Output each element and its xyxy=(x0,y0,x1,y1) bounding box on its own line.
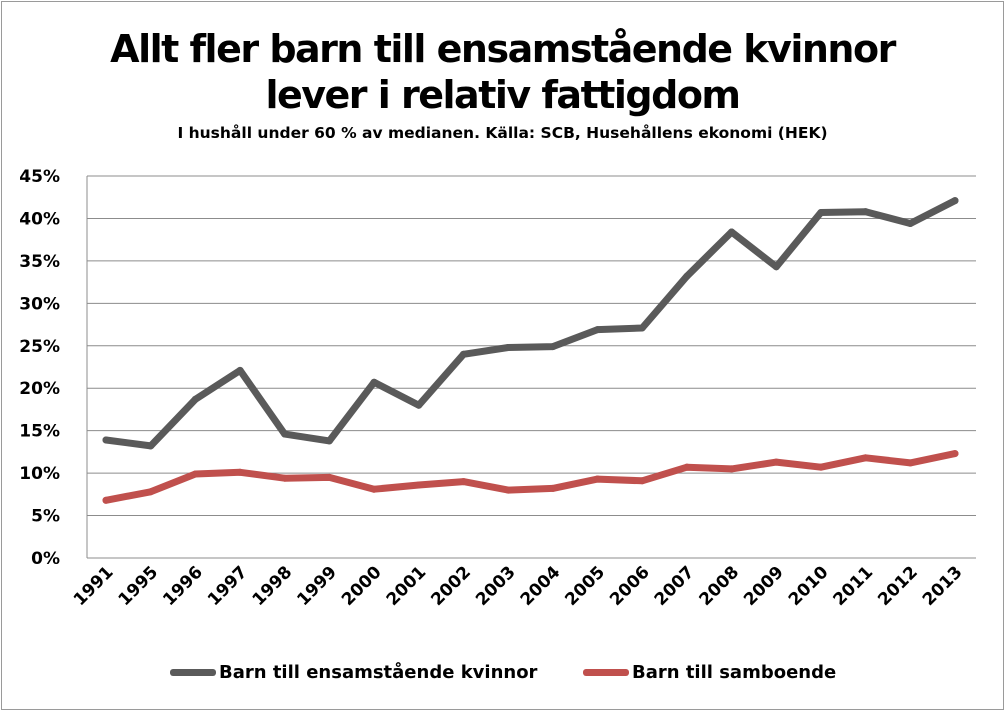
data-point xyxy=(683,272,691,280)
x-tick-label: 2011 xyxy=(830,562,878,610)
data-point xyxy=(504,343,512,351)
y-tick-label: 20% xyxy=(19,379,60,399)
data-point xyxy=(191,395,199,403)
x-tick-label: 2009 xyxy=(740,562,788,610)
series-line-1 xyxy=(102,197,959,450)
x-tick-label: 2000 xyxy=(338,562,386,610)
legend-swatch-ensamstaende xyxy=(170,668,216,676)
data-point xyxy=(638,324,646,332)
data-point xyxy=(236,366,244,374)
data-point xyxy=(236,468,244,476)
legend-label-ensamstaende: Barn till ensamstående kvinnor xyxy=(219,661,538,683)
legend-swatch-samboende xyxy=(583,668,629,676)
y-tick-label: 35% xyxy=(19,252,60,272)
data-point xyxy=(817,209,825,217)
data-point xyxy=(906,459,914,467)
legend: Barn till ensamstående kvinnor Barn till… xyxy=(0,657,1005,687)
data-point xyxy=(147,442,155,450)
data-point xyxy=(504,486,512,494)
x-tick-label: 2010 xyxy=(785,562,833,610)
data-point xyxy=(951,450,959,458)
data-point xyxy=(772,263,780,271)
y-tick-label: 25% xyxy=(19,337,60,357)
chart-title: Allt fler barn till ensamstående kvinnor… xyxy=(0,26,1005,118)
data-point xyxy=(281,430,289,438)
data-point xyxy=(862,454,870,462)
x-tick-label: 1999 xyxy=(293,562,341,610)
data-point xyxy=(951,197,959,205)
x-axis-ticks: 1991199519961997199819992000200120022003… xyxy=(70,562,967,610)
data-point xyxy=(415,401,423,409)
x-tick-label: 2013 xyxy=(919,562,967,610)
x-tick-label: 2001 xyxy=(383,562,431,610)
data-point xyxy=(772,458,780,466)
data-point xyxy=(638,477,646,485)
x-tick-label: 2005 xyxy=(561,562,609,610)
data-point xyxy=(281,474,289,482)
x-tick-label: 2007 xyxy=(651,562,699,610)
data-point xyxy=(370,485,378,493)
data-point xyxy=(370,378,378,386)
x-tick-label: 2006 xyxy=(606,562,654,610)
y-tick-label: 15% xyxy=(19,422,60,442)
x-tick-label: 2012 xyxy=(874,562,922,610)
data-point xyxy=(459,478,467,486)
y-tick-label: 0% xyxy=(31,549,60,569)
data-point xyxy=(728,465,736,473)
x-tick-label: 2003 xyxy=(472,562,520,610)
data-point xyxy=(459,350,467,358)
data-point xyxy=(594,475,602,483)
legend-item-samboende: Barn till samboende xyxy=(583,657,836,687)
legend-label-samboende: Barn till samboende xyxy=(632,661,837,683)
data-point xyxy=(325,437,333,445)
data-point xyxy=(817,463,825,471)
y-tick-label: 30% xyxy=(19,294,60,314)
data-point xyxy=(906,220,914,228)
y-tick-label: 10% xyxy=(19,464,60,484)
data-point xyxy=(549,343,557,351)
data-point xyxy=(683,463,691,471)
data-point xyxy=(728,228,736,236)
x-tick-label: 1996 xyxy=(159,562,207,610)
y-tick-label: 45% xyxy=(19,167,60,187)
gridlines xyxy=(86,175,976,559)
y-axis-ticks: 0% 5% 10% 15% 20% 25% 30% 35% 40% 45% xyxy=(19,167,60,569)
chart-title-line-1: Allt fler barn till ensamstående kvinnor xyxy=(110,27,896,71)
series-lines xyxy=(102,197,959,504)
x-tick-label: 2004 xyxy=(517,562,565,610)
x-tick-label: 1998 xyxy=(249,562,297,610)
data-point xyxy=(191,470,199,478)
chart-subtitle: I hushåll under 60 % av medianen. Källa:… xyxy=(177,124,828,142)
data-point xyxy=(102,436,110,444)
x-tick-label: 1991 xyxy=(70,562,118,610)
x-tick-label: 2008 xyxy=(696,562,744,610)
y-tick-label: 5% xyxy=(31,507,60,527)
data-point xyxy=(594,326,602,334)
x-tick-label: 1997 xyxy=(204,562,252,610)
data-point xyxy=(862,208,870,216)
x-tick-label: 2002 xyxy=(427,562,475,610)
chart-title-line-2: lever i relativ fattigdom xyxy=(265,73,741,117)
x-tick-label: 1995 xyxy=(115,562,163,610)
data-point xyxy=(102,496,110,504)
data-point xyxy=(415,481,423,489)
data-point xyxy=(325,473,333,481)
y-tick-label: 40% xyxy=(19,209,60,229)
series-line-2 xyxy=(102,450,959,504)
data-point xyxy=(147,488,155,496)
legend-item-ensamstaende: Barn till ensamstående kvinnor xyxy=(170,657,537,687)
data-point xyxy=(549,484,557,492)
